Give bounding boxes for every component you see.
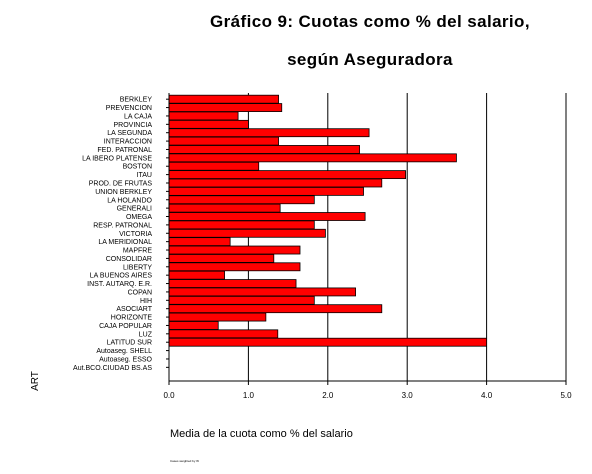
x-tick-label: 3.0 [402, 391, 414, 400]
footnote: Cases weighted by W [170, 459, 199, 463]
category-label: OMEGA [126, 214, 152, 221]
category-label: LA CAJA [124, 113, 152, 120]
y-axis-title: ART [30, 371, 41, 391]
bar [168, 237, 231, 247]
category-label: LA SEGUNDA [107, 130, 152, 137]
x-axis-title: Media de la cuota como % del salario [170, 428, 353, 440]
category-label: LIBERTY [123, 264, 152, 271]
category-label: CAJA POPULAR [99, 323, 152, 330]
category-label: LATITUD SUR [107, 340, 152, 347]
bar [168, 94, 279, 104]
bar [168, 295, 315, 305]
category-label: ASOCIART [116, 306, 152, 313]
chart-title-line-2: según Aseguradora [287, 50, 453, 69]
category-label: UNION BERKLEY [95, 189, 152, 196]
bar [168, 262, 301, 272]
category-label: LA BUENOS AIRES [90, 273, 153, 280]
category-label: BOSTON [123, 164, 152, 171]
bar [168, 103, 283, 112]
category-label: LA HOLANDO [107, 197, 152, 204]
x-tick-label: 5.0 [560, 391, 572, 400]
bar [168, 287, 356, 297]
x-tick-label: 0.0 [163, 391, 175, 400]
category-label: INST. AUTARQ. E.R. [87, 281, 152, 288]
bar [168, 145, 360, 154]
bar [168, 153, 457, 163]
category-label: PROD. DE FRUTAS [89, 180, 153, 187]
bar [168, 321, 219, 330]
bar [168, 161, 260, 171]
x-tick-label: 1.0 [243, 391, 255, 400]
bars [168, 94, 488, 347]
category-label: LA MERIDIONAL [98, 239, 152, 246]
category-label: BERKLEY [120, 97, 153, 104]
category-label: HORIZONTE [111, 315, 153, 322]
bar [168, 228, 326, 238]
category-label: PROVINCIA [113, 122, 152, 129]
bar [168, 212, 366, 221]
category-label: LUZ [139, 331, 153, 338]
bar [168, 279, 297, 288]
bar [168, 195, 315, 205]
bar [168, 337, 488, 347]
bar [168, 136, 279, 146]
category-label: RESP. PATRONAL [93, 222, 152, 229]
bar [168, 111, 239, 121]
bar [168, 203, 281, 213]
category-label: INTERACCION [104, 139, 152, 146]
bar [168, 170, 407, 180]
category-label: Aut.BCO.CIUDAD BS.AS [73, 365, 152, 372]
category-label: Autoaseg. ESSO [99, 356, 152, 363]
x-tick-label: 4.0 [481, 391, 493, 400]
bar [168, 178, 383, 188]
x-tick-label: 2.0 [322, 391, 334, 400]
bar [168, 254, 275, 263]
bar [168, 270, 225, 280]
bar [168, 245, 301, 255]
category-label: VICTORIA [119, 231, 152, 238]
category-label: COPAN [128, 289, 152, 296]
category-label: LA IBERO PLATENSE [82, 155, 152, 162]
category-label: CONSOLIDAR [106, 256, 152, 263]
category-label: ITAU [137, 172, 152, 179]
bar [168, 220, 315, 230]
bar [168, 119, 249, 129]
category-label: FED. PATRONAL [97, 147, 152, 154]
bar [168, 304, 383, 314]
chart-title-line-1: Gráfico 9: Cuotas como % del salario, [210, 12, 530, 31]
category-label: GENERALI [117, 206, 152, 213]
bar [168, 128, 370, 138]
bar [168, 312, 267, 322]
category-label: MAPFRE [123, 248, 153, 255]
category-label: HIH [140, 298, 152, 305]
x-axis-ticks: 0.0 1.0 2.0 3.0 4.0 5.0 [163, 381, 572, 400]
category-label: Autoaseg. SHELL [96, 348, 152, 355]
bar [168, 186, 364, 196]
bar [168, 329, 279, 339]
category-label: PREVENCION [106, 105, 152, 112]
